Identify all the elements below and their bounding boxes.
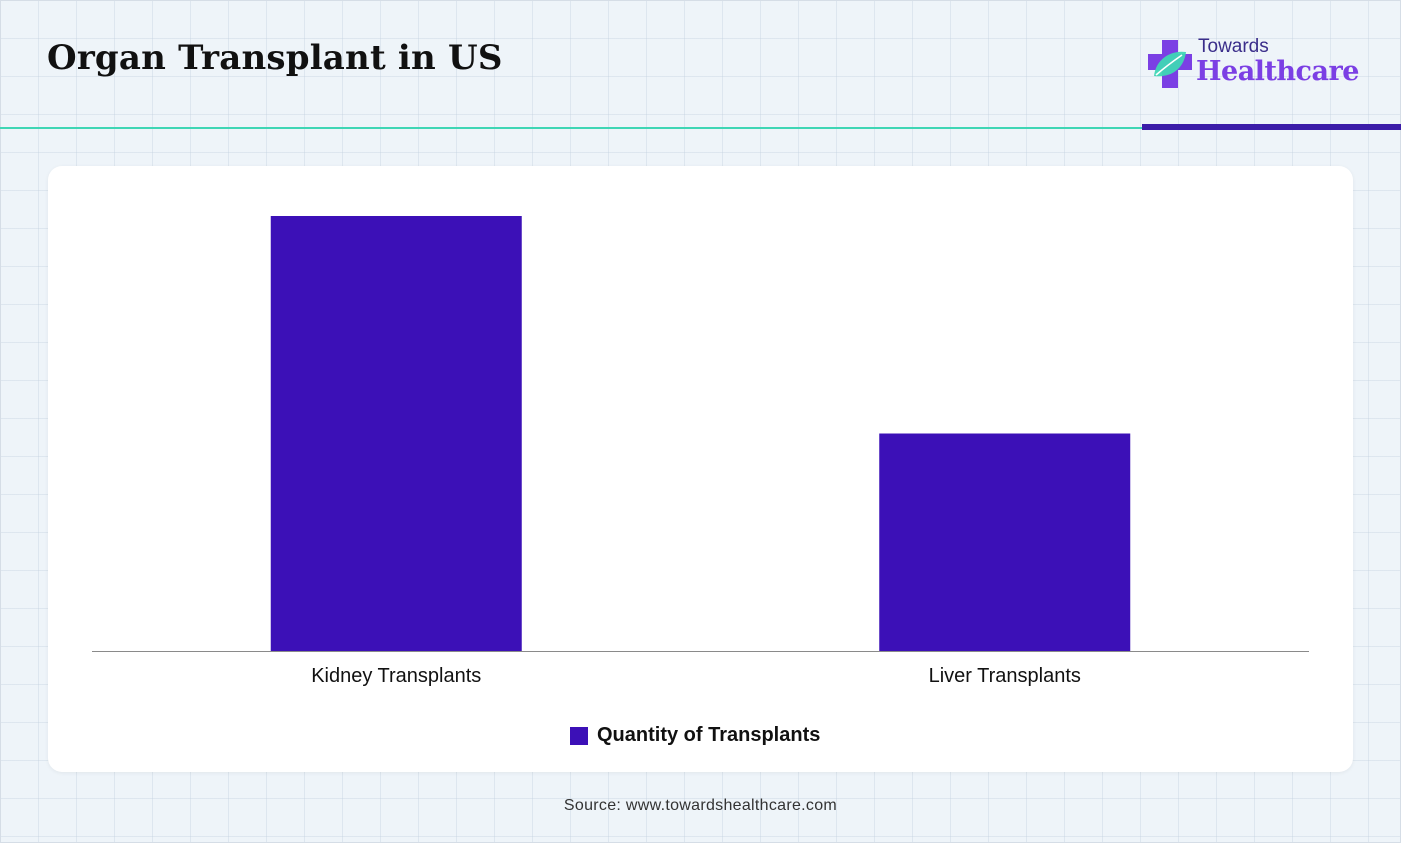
logo-text-towards: Towards: [1198, 36, 1269, 57]
chart-card: Kidney Transplants Liver Transplants Quan…: [48, 166, 1353, 772]
brand-logo: Towards Healthcare: [1146, 36, 1366, 94]
x-tick-label: Liver Transplants: [929, 665, 1081, 687]
header-divider-teal: [0, 127, 1142, 129]
header-divider-purple: [1142, 124, 1401, 130]
bar-chart: Kidney Transplants Liver Transplants: [92, 216, 1309, 687]
legend-label: Quantity of Transplants: [597, 724, 821, 746]
page-title: Organ Transplant in US: [47, 38, 503, 78]
logo-text-healthcare: Healthcare: [1196, 56, 1359, 87]
medical-cross-leaf-icon: [1148, 40, 1192, 88]
bar-liver-transplants: [879, 433, 1131, 651]
bar-kidney-transplants: [270, 216, 522, 651]
legend-swatch: [570, 726, 588, 745]
chart-legend: Quantity of Transplants: [570, 724, 820, 747]
source-note: Source: www.towardshealthcare.com: [563, 797, 838, 814]
x-tick-label: Kidney Transplants: [311, 665, 481, 687]
